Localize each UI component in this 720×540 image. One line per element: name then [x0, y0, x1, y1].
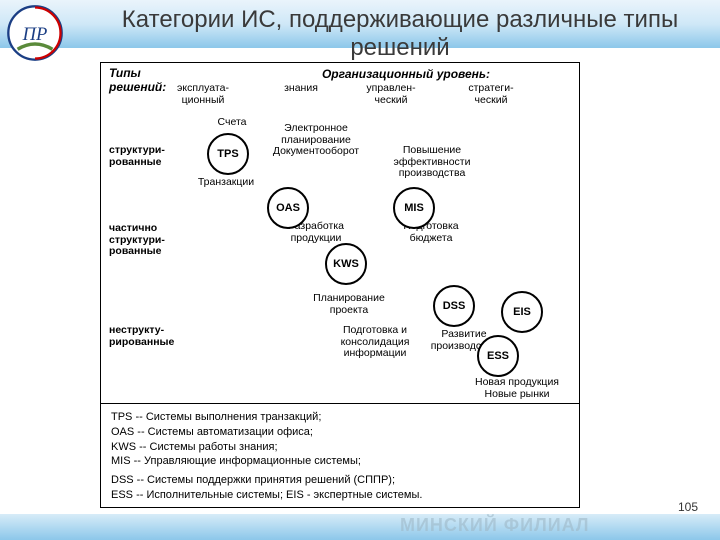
legend-block: TPS -- Системы выполнения транзакций; OA…: [101, 403, 579, 507]
header-types: Типы решений:: [109, 67, 166, 95]
row-header: неструкту- рированные: [109, 325, 174, 348]
system-node-ess: ESS: [477, 335, 519, 377]
legend-line: TPS -- Системы выполнения транзакций;: [111, 410, 569, 425]
system-node-oas: OAS: [267, 187, 309, 229]
column-header: управлен- ческий: [356, 83, 426, 106]
legend-line: KWS -- Системы работы знания;: [111, 440, 569, 455]
annotation-label: Подготовка и консолидация информации: [325, 325, 425, 360]
annotation-label: Электронное планирование Документооборот: [261, 123, 371, 158]
system-node-kws: KWS: [325, 243, 367, 285]
header-org: Организационный уровень:: [241, 67, 571, 81]
system-node-dss: DSS: [433, 285, 475, 327]
column-header: стратеги- ческий: [456, 83, 526, 106]
system-node-eis: EIS: [501, 291, 543, 333]
legend-line: DSS -- Системы поддержки принятия решени…: [111, 473, 569, 488]
legend-line: OAS -- Системы автоматизации офиса;: [111, 425, 569, 440]
legend-line: MIS -- Управляющие информационные систем…: [111, 454, 569, 469]
system-node-mis: MIS: [393, 187, 435, 229]
column-header: знания: [266, 83, 336, 95]
footer-bar: [0, 514, 720, 540]
annotation-label: Счета: [207, 117, 257, 129]
annotation-label: Новая продукция Новые рынки: [457, 377, 577, 400]
annotation-label: Транзакции: [191, 177, 261, 189]
page-number: 105: [678, 500, 698, 514]
diagram-panel: Типы решений: Организационный уровень: T…: [100, 62, 580, 508]
row-header: структури- рованные: [109, 145, 165, 168]
logo-icon: ПР: [6, 4, 64, 62]
svg-text:ПР: ПР: [22, 24, 48, 45]
row-header: частично структури- рованные: [109, 223, 165, 258]
annotation-label: Повышение эффективности производства: [377, 145, 487, 180]
branch-watermark: МИНСКИЙ ФИЛИАЛ: [400, 515, 590, 536]
slide-title: Категории ИС, поддерживающие различные т…: [100, 6, 700, 61]
system-node-tps: TPS: [207, 133, 249, 175]
legend-line: ESS -- Исполнительные системы; EIS - экс…: [111, 488, 569, 503]
annotation-label: Планирование проекта: [299, 293, 399, 316]
column-header: эксплуата- ционный: [168, 83, 238, 106]
